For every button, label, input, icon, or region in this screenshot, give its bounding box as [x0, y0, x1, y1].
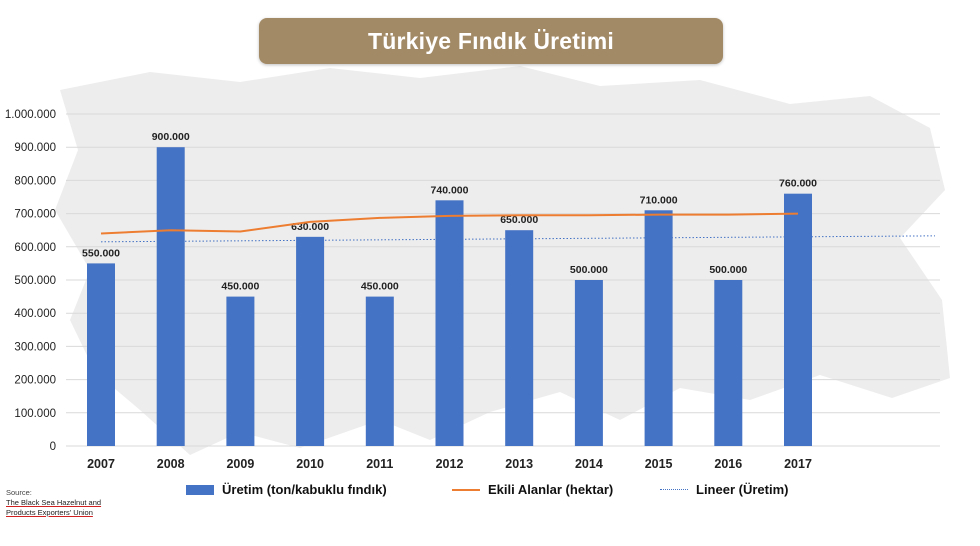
legend-label-area: Ekili Alanlar (hektar): [488, 482, 614, 497]
x-tick-label: 2016: [714, 457, 742, 471]
legend-label-trend: Lineer (Üretim): [696, 482, 789, 497]
legend-swatch-bar: [186, 484, 214, 495]
chart-legend: Üretim (ton/kabuklu fındık) Ekili Alanla…: [0, 482, 980, 502]
x-tick-label: 2010: [296, 457, 324, 471]
legend-label-production: Üretim (ton/kabuklu fındık): [222, 482, 387, 497]
x-tick-label: 2015: [645, 457, 673, 471]
data-label: 450.000: [221, 281, 259, 293]
x-tick-label: 2009: [226, 457, 254, 471]
y-tick-label: 0: [50, 441, 56, 453]
trendline: [100, 235, 936, 243]
legend-swatch-trend: [660, 489, 688, 490]
x-tick-label: 2012: [436, 457, 464, 471]
y-tick-label: 1.000.000: [5, 109, 56, 121]
x-tick-label: 2013: [505, 457, 533, 471]
bar: [365, 296, 394, 446]
source-label: Source:: [6, 488, 32, 497]
x-tick-label: 2011: [366, 457, 393, 471]
data-label: 550.000: [82, 247, 120, 259]
bar: [87, 263, 115, 446]
data-label: 500.000: [709, 264, 747, 276]
bar: [505, 230, 534, 446]
legend-item-trend: Lineer (Üretim): [660, 482, 788, 497]
y-tick-label: 700.000: [14, 209, 56, 221]
bar: [435, 200, 464, 446]
y-tick-label: 300.000: [14, 341, 56, 353]
y-tick-label: 200.000: [14, 375, 56, 387]
bar: [226, 296, 255, 446]
data-label: 650.000: [500, 214, 538, 226]
data-label: 450.000: [361, 281, 399, 293]
x-tick-label: 2007: [87, 457, 115, 471]
y-tick-label: 900.000: [14, 142, 56, 154]
x-tick-label: 2017: [784, 457, 812, 471]
legend-item-production: Üretim (ton/kabuklu fındık): [186, 482, 387, 497]
y-tick-label: 500.000: [14, 275, 56, 287]
legend-swatch-line: [452, 488, 480, 491]
source-note: Source: The Black Sea Hazelnut and Produ…: [6, 488, 101, 518]
data-label: 760.000: [779, 178, 817, 190]
data-label: 900.000: [152, 131, 190, 143]
bar: [156, 147, 185, 446]
bar: [644, 210, 673, 446]
data-label: 740.000: [431, 184, 469, 196]
y-tick-label: 400.000: [14, 308, 56, 320]
bar: [784, 193, 812, 446]
chart-title: Türkiye Fındık Üretimi: [368, 27, 614, 54]
source-line-1: The Black Sea Hazelnut and: [6, 498, 102, 507]
y-tick-label: 800.000: [14, 175, 56, 187]
title-banner: Türkiye Fındık Üretimi: [259, 18, 723, 64]
bar: [574, 280, 603, 446]
x-tick-label: 2008: [157, 457, 185, 471]
x-tick-label: 2014: [575, 457, 603, 471]
source-line-2: Products Exporters' Union: [6, 508, 93, 517]
bar: [296, 236, 325, 446]
data-label: 710.000: [640, 194, 678, 206]
y-tick-label: 600.000: [14, 242, 56, 254]
legend-item-area: Ekili Alanlar (hektar): [452, 482, 613, 497]
bar: [714, 280, 743, 446]
data-label: 500.000: [570, 264, 608, 276]
y-tick-label: 100.000: [14, 408, 56, 420]
